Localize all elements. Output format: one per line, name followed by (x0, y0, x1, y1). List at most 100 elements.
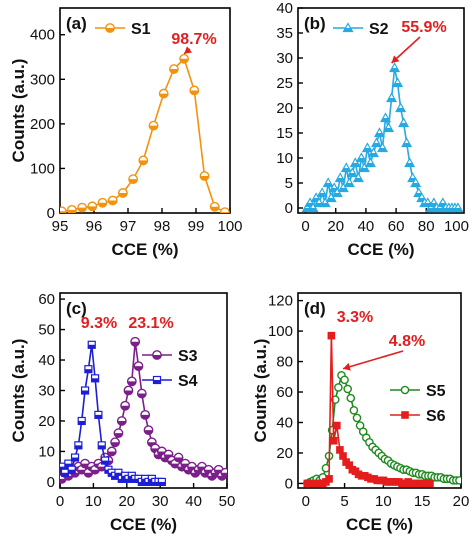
y-tick-label: 40 (276, 414, 293, 431)
data-point-fill (371, 143, 381, 147)
x-axis-label: CCE (%) (347, 240, 414, 259)
x-tick-label: 96 (86, 218, 103, 235)
legend-item-S2: S2 (333, 21, 389, 38)
annotation-text: 3.3% (337, 309, 373, 326)
data-point-fill (323, 183, 333, 187)
data-point-fill (114, 472, 122, 477)
data-point-fill (399, 123, 409, 127)
data-point-fill (124, 390, 133, 395)
data-point-fill (60, 211, 66, 213)
data-point-fill (169, 69, 179, 74)
data-point-fill (390, 68, 400, 72)
series-S5 (303, 370, 461, 488)
data-point-fill (387, 98, 397, 102)
data-point-fill (393, 83, 403, 87)
data-point-fill (145, 481, 153, 486)
data-point-fill (344, 183, 354, 187)
x-tick-label: 20 (453, 493, 470, 510)
x-tick-label: 30 (152, 493, 169, 510)
data-point-fill (411, 183, 421, 187)
y-tick-label: 100 (268, 323, 293, 340)
data-point-fill (77, 207, 87, 212)
legend-item-S5: S5 (390, 383, 446, 400)
data-point-fill (158, 481, 166, 486)
x-axis-label: CCE (%) (110, 515, 177, 534)
panel-label: (b) (304, 14, 326, 33)
legend-item-S4: S4 (142, 373, 198, 390)
annotation-text: 98.7% (171, 31, 216, 48)
series-line (61, 57, 226, 213)
panel-label: (d) (304, 299, 326, 318)
data-point-fill (111, 475, 119, 480)
series-S6 (303, 331, 434, 488)
panel-b: 0 20 40 60 80 100 0 5 10 15 20 25 30 35 40 CCE (%) (b) S2… (276, 0, 469, 259)
data-point-fill (71, 457, 79, 462)
data-point-fill (130, 341, 140, 346)
data-point-fill (190, 90, 199, 95)
annotation: 3.3% (337, 309, 373, 326)
data-point-fill (88, 344, 96, 349)
data-point-fill (74, 445, 82, 449)
series-S4 (60, 340, 166, 487)
legend-marker (401, 411, 409, 419)
legend-marker-fill (153, 380, 161, 384)
data-point-fill (97, 466, 106, 471)
legend-item-S6: S6 (390, 408, 446, 425)
data-point-fill (359, 168, 369, 172)
legend-item-S1: S1 (95, 21, 151, 38)
y-tick-label: 20 (276, 445, 293, 462)
data-point-fill (174, 457, 183, 462)
data-point-fill (60, 478, 66, 484)
y-tick-label: 20 (38, 413, 55, 430)
x-tick-label: 80 (418, 218, 435, 235)
annotation: 23.1% (128, 315, 173, 332)
data-point-fill (91, 378, 99, 382)
legend-marker-fill (152, 355, 162, 360)
x-tick-label: 99 (188, 218, 205, 235)
y-tick-label: 30 (38, 383, 55, 400)
legend-marker-fill (343, 28, 353, 32)
data-point-fill (396, 108, 406, 112)
y-tick-label: 5 (285, 175, 293, 192)
x-tick-label: 40 (185, 493, 202, 510)
data-point-fill (405, 163, 415, 167)
y-tick-label: 200 (30, 116, 55, 133)
x-tick-label: 50 (219, 493, 236, 510)
data-point-fill (127, 381, 137, 386)
data-point-fill (144, 430, 153, 435)
x-tick-label: 98 (154, 218, 171, 235)
data-point-fill (384, 128, 394, 132)
data-point (343, 384, 352, 394)
y-tick-label: 100 (30, 160, 55, 177)
data-point (325, 475, 333, 483)
data-point-fill (179, 58, 189, 64)
data-point-fill (378, 148, 388, 152)
y-tick-label: 80 (276, 354, 293, 371)
data-point-fill (159, 93, 168, 98)
x-tick-label: 40 (358, 218, 375, 235)
data-point-fill (365, 163, 375, 167)
data-point-fill (353, 178, 363, 182)
data-point-fill (134, 366, 143, 371)
data-point-fill (220, 212, 230, 213)
data-point (340, 375, 349, 385)
y-tick-label: 120 (268, 293, 293, 310)
y-tick-label: 10 (276, 150, 293, 167)
data-point (349, 406, 359, 415)
y-tick-label: 25 (276, 75, 293, 92)
data-point-fill (101, 460, 109, 465)
legend-label: S4 (178, 373, 198, 390)
x-axis-label: CCE (%) (111, 240, 178, 259)
annotation-text: 4.8% (389, 333, 425, 350)
data-point-fill (98, 202, 107, 207)
y-tick-label: 60 (38, 291, 55, 308)
x-tick-label: 0 (301, 218, 309, 235)
data-point-fill (108, 200, 117, 205)
panel-d: 0 5 10 15 20 0 20 40 60 80 100 120 CCE (%) Counts (a.… (251, 292, 470, 534)
data-point (346, 393, 356, 403)
y-tick-label: 10 (38, 443, 55, 460)
y-tick-label: 0 (285, 475, 293, 492)
y-tick-label: 40 (38, 352, 55, 369)
data-point-fill (368, 153, 378, 157)
